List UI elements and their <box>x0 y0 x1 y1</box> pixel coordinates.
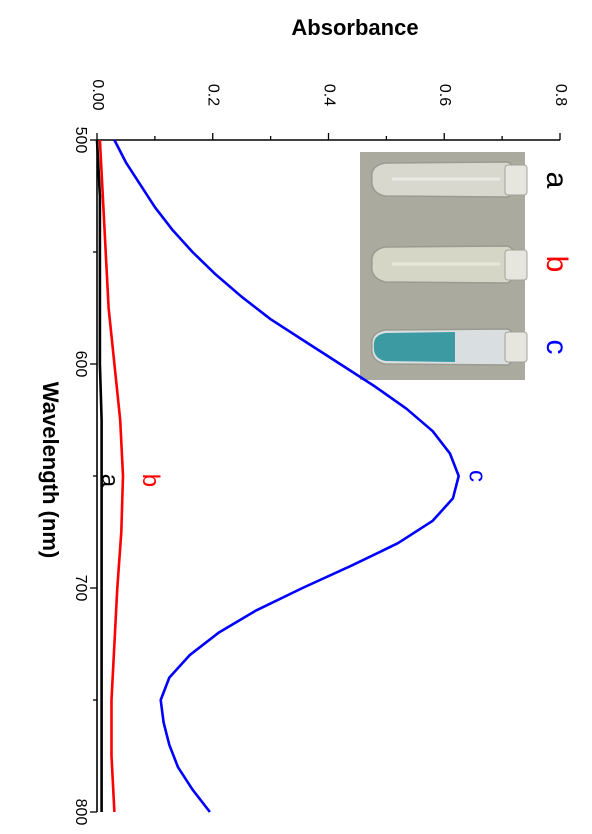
series-line-b <box>98 139 125 813</box>
tube-a <box>371 161 528 198</box>
tube-c <box>371 328 528 366</box>
inset-photo <box>360 152 528 380</box>
y-tick-label: 0.2 <box>205 84 222 106</box>
inset-tube-label-b: b <box>540 256 573 273</box>
y-tick-label: 0.8 <box>552 84 569 106</box>
y-axis-title: Absorbance <box>291 15 418 40</box>
x-tick-label: 700 <box>72 575 89 602</box>
labels-group: a b c a b c <box>96 172 573 488</box>
x-axis-title: Wavelength (nm) <box>38 382 63 558</box>
curve-label-c: c <box>464 470 491 482</box>
x-tick-label: 500 <box>72 127 89 154</box>
tube-b <box>371 245 528 284</box>
series-line-c <box>113 139 461 813</box>
y-tick-label: 0.4 <box>320 84 337 106</box>
inset-tube-label-a: a <box>540 172 573 189</box>
curve-label-a: a <box>96 474 123 488</box>
x-tick-label: 800 <box>72 799 89 826</box>
x-tick-label: 600 <box>72 351 89 378</box>
inset-tube-label-c: c <box>540 340 573 355</box>
axes-group: 500 600 700 800 0.00 0.2 0.4 0.6 0.8 <box>72 79 569 825</box>
series-group <box>95 139 461 813</box>
y-tick-label: 0.00 <box>89 79 106 110</box>
y-tick-label: 0.6 <box>436 84 453 106</box>
series-line-a <box>95 139 103 812</box>
curve-label-b: b <box>137 474 164 487</box>
